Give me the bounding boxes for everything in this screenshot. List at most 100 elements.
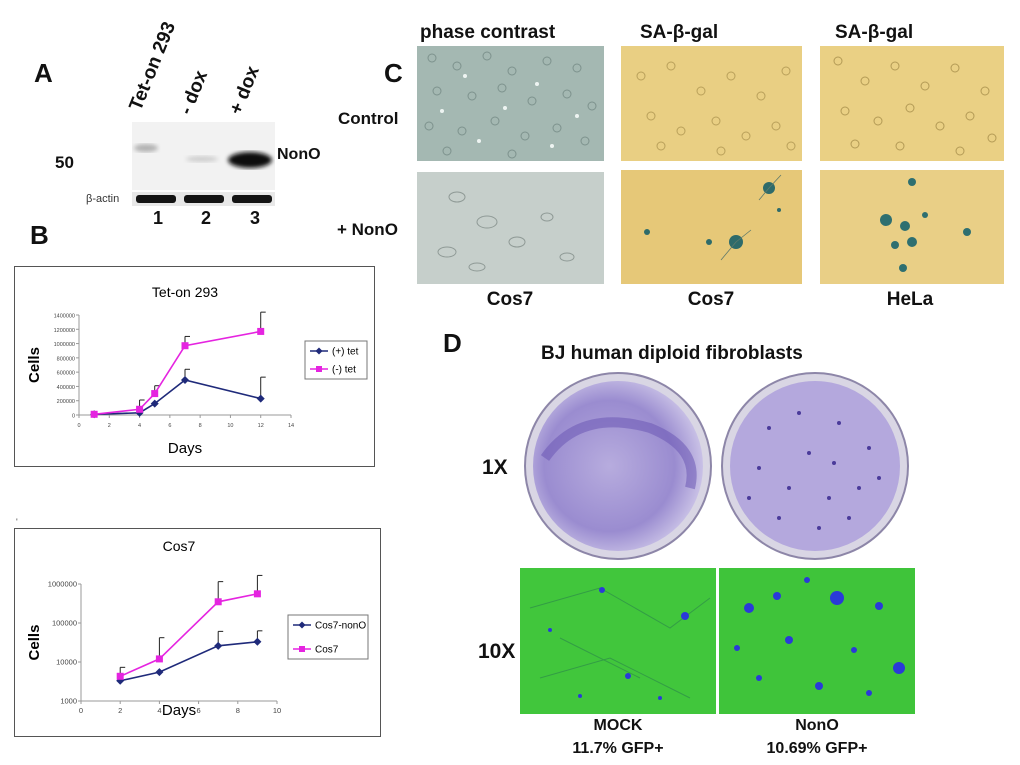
micrograph-sagal-cos7-control: [621, 46, 802, 161]
western-blot-actin: [132, 192, 275, 206]
chart-title: Tet-on 293: [152, 284, 218, 300]
y-tick-label: 1000: [60, 697, 77, 706]
micrograph-sagal-hela-control: [820, 46, 1004, 161]
column-header-phase: phase contrast: [420, 22, 556, 43]
row-label-1x: 1X: [482, 456, 508, 479]
lane-label-3: + dox: [225, 63, 264, 118]
stray-mark: ': [16, 517, 18, 527]
x-tick-label: 8: [236, 706, 240, 715]
data-point: [155, 668, 164, 677]
x-tick-label: 2: [108, 423, 111, 429]
lane-label-2: - dox: [175, 67, 213, 118]
x-tick-label: 8: [199, 423, 202, 429]
panel-d-letter: D: [443, 328, 462, 358]
x-axis-label: Days: [168, 440, 202, 457]
lane-label-1: Tet-on 293: [125, 18, 181, 114]
series-line-1: [120, 640, 258, 682]
micrograph-mock-10x: [520, 568, 716, 714]
micrograph-sagal-hela-nono: [820, 170, 1004, 284]
caption-hela-sagal: HeLa: [886, 289, 934, 310]
y-tick-label: 400000: [57, 385, 75, 391]
series-line-1: [94, 379, 261, 416]
lane-number-2: 2: [201, 208, 212, 228]
series-line-2: [119, 593, 258, 678]
column-header-sagal-1: SA-β-gal: [640, 22, 719, 43]
legend-marker: [298, 621, 306, 629]
x-tick-label: 0: [77, 423, 80, 429]
y-tick-label: 1200000: [54, 328, 75, 334]
y-tick-label: 1000000: [48, 580, 77, 589]
column-header-sagal-2: SA-β-gal: [835, 22, 914, 43]
y-axis-label: Cells: [26, 625, 43, 661]
legend-label: Cos7: [315, 645, 339, 656]
data-point: [90, 410, 98, 418]
loading-control-label: β-actin: [86, 193, 120, 205]
data-point: [214, 598, 222, 606]
y-tick-label: 800000: [57, 356, 75, 362]
legend-label: (+) tet: [332, 347, 359, 358]
legend-label: (-) tet: [332, 365, 356, 376]
legend-marker: [316, 366, 322, 372]
data-point: [214, 641, 223, 650]
x-tick-label: 10: [227, 423, 233, 429]
row-label-nono: + NonO: [337, 220, 398, 239]
x-axis-label: Days: [162, 702, 196, 719]
x-tick-label: 10: [273, 706, 281, 715]
data-point: [181, 342, 189, 350]
molecular-weight-marker: 50: [55, 153, 74, 172]
data-point: [136, 405, 144, 413]
chart-title: Cos7: [163, 538, 196, 554]
micrograph-phase-control: [417, 46, 604, 161]
y-tick-label: 200000: [57, 399, 75, 405]
data-point: [256, 394, 265, 403]
y-axis-label: Cells: [26, 347, 43, 383]
micrograph-phase-nono: [417, 172, 604, 284]
dish-nono-1x: [719, 368, 911, 562]
y-tick-label: 100000: [52, 619, 77, 628]
y-tick-label: 1400000: [54, 314, 75, 320]
legend-marker: [299, 646, 305, 652]
caption-cos7-sagal: Cos7: [687, 289, 735, 310]
panel-d-title: BJ human diploid fibroblasts: [541, 343, 803, 364]
x-tick-label: 4: [157, 706, 161, 715]
data-point: [155, 655, 163, 663]
panel-b-letter: B: [30, 220, 49, 250]
legend-marker: [315, 347, 323, 355]
lane-number-3: 3: [250, 208, 261, 228]
data-point: [257, 327, 265, 335]
micrograph-nono-10x: [719, 568, 915, 714]
legend-label: Cos7-nonO: [315, 621, 366, 632]
data-point: [116, 672, 124, 680]
y-tick-label: 10000: [56, 658, 77, 667]
band-label-nono: NonO: [277, 146, 321, 163]
x-tick-label: 6: [168, 423, 171, 429]
x-tick-label: 2: [118, 706, 122, 715]
panel-a-letter: A: [34, 58, 53, 88]
panel-c-letter: C: [384, 58, 403, 88]
caption-nono-name: NonO: [795, 717, 839, 734]
x-tick-label: 4: [138, 423, 141, 429]
row-label-10x: 10X: [478, 640, 516, 663]
x-tick-label: 0: [79, 706, 83, 715]
chart-cos7: Cos7 1000 10000 100000 1000000 0 2 4 6 8 10 Days Cel…: [14, 528, 381, 737]
x-tick-label: 14: [288, 423, 294, 429]
data-point: [181, 376, 189, 384]
lane-number-1: 1: [153, 208, 164, 228]
data-point: [151, 390, 159, 398]
dish-mock-1x: [520, 368, 716, 562]
chart-tet-on-293: Tet-on 293 0 200000 400000 600000 800000 10000…: [14, 266, 375, 467]
micrograph-sagal-cos7-nono: [621, 170, 802, 284]
data-point: [253, 590, 261, 598]
series-line-2: [94, 330, 261, 416]
caption-cos7-phase: Cos7: [486, 289, 534, 310]
x-tick-label: 12: [258, 423, 264, 429]
data-point: [150, 399, 159, 408]
y-tick-label: 0: [72, 414, 75, 420]
data-point: [253, 637, 262, 646]
chart-cos7-svg: Cos7 1000 10000 100000 1000000 0 2 4 6 8 10 Days Cel…: [26, 538, 369, 719]
row-label-control: Control: [338, 109, 399, 128]
x-tick-label: 6: [197, 706, 201, 715]
caption-nono-gfp: 10.69% GFP+: [766, 740, 868, 757]
western-blot-nono: [132, 122, 275, 190]
chart-tet-on-293-svg: Tet-on 293 0 200000 400000 600000 800000 10000…: [26, 284, 368, 457]
